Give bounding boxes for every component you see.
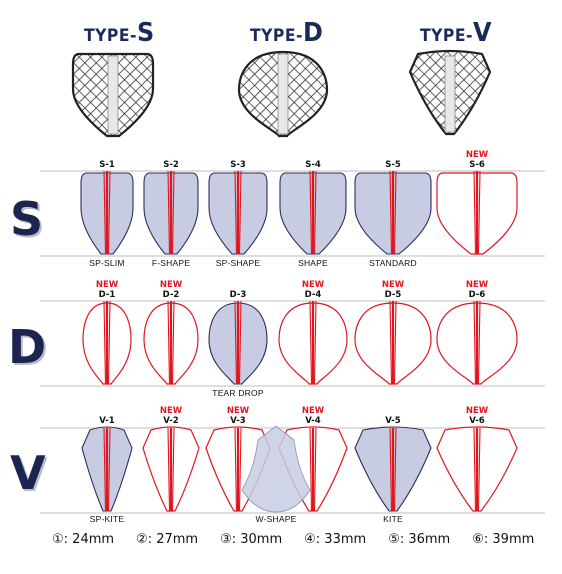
caption-s5: STANDARD	[369, 258, 417, 268]
legend-item: ②: 27mm	[136, 532, 199, 547]
code-v6: V-6	[469, 416, 485, 426]
shaft-line	[171, 427, 175, 512]
new-badge-d2: NEW	[159, 280, 183, 290]
code-d1: D-1	[98, 290, 116, 300]
shaft-line	[473, 427, 477, 512]
shaft-line	[167, 427, 171, 512]
new-badge-v3: NEW	[226, 406, 250, 416]
caption-v1: SP-KITE	[89, 514, 125, 524]
shaft-line	[389, 300, 393, 385]
shaft-line	[107, 427, 111, 512]
row-label-d: D	[8, 320, 47, 374]
shaft-line	[171, 170, 175, 255]
code-s4: S-4	[305, 160, 321, 170]
type-s-label: TYPE-S	[84, 18, 155, 48]
new-badge-d1: NEW	[95, 280, 119, 290]
type-v-label: TYPE-V	[420, 18, 492, 48]
code-d6: D-6	[468, 290, 486, 300]
code-s2: S-2	[163, 160, 179, 170]
legend-item: ④: 33mm	[304, 532, 367, 547]
code-s6: S-6	[469, 160, 485, 170]
type-d-label: TYPE-D	[250, 18, 324, 48]
new-badge-s6: NEW	[465, 150, 489, 160]
legend-item: ③: 30mm	[220, 532, 283, 547]
size-legend: ①: 24mm ②: 27mm ③: 30mm ④: 33mm ⑤: 36mm …	[52, 532, 552, 547]
shaft-line	[313, 300, 317, 385]
shaft-line	[473, 300, 477, 385]
shaft-line	[234, 427, 238, 512]
code-s5: S-5	[385, 160, 401, 170]
code-v1: V-1	[99, 416, 115, 426]
caption-v3: W-SHAPE	[255, 514, 297, 524]
type-v-flight-shaft	[444, 55, 456, 133]
new-badge-v6: NEW	[465, 406, 489, 416]
shaft-line	[103, 300, 107, 385]
row-label-s: S	[10, 192, 44, 246]
legend-item: ⑤: 36mm	[388, 532, 451, 547]
new-badge-d6: NEW	[465, 280, 489, 290]
code-d5: D-5	[384, 290, 402, 300]
shaft-line	[234, 170, 238, 255]
code-d2: D-2	[162, 290, 180, 300]
shaft-line	[393, 300, 397, 385]
caption-s1: SP-SLIM	[89, 258, 125, 268]
code-v3: V-3	[230, 416, 246, 426]
shaft-line	[167, 170, 171, 255]
shaft-line	[238, 170, 242, 255]
shaft-line	[389, 427, 393, 512]
new-badge-v4: NEW	[301, 406, 325, 416]
shaft-line	[234, 300, 238, 385]
shaft-line	[477, 300, 481, 385]
shaft-line	[107, 170, 111, 255]
shaft-line	[238, 427, 242, 512]
shaft-line	[473, 170, 477, 255]
code-s3: S-3	[230, 160, 246, 170]
shaft-line	[167, 300, 171, 385]
code-v4: V-4	[305, 416, 321, 426]
row-label-v: V	[10, 446, 46, 500]
caption-s3: SP-SHAPE	[215, 258, 261, 268]
shaft-line	[309, 427, 313, 512]
shaft-line	[309, 300, 313, 385]
shaft-line	[477, 427, 481, 512]
caption-v5: KITE	[383, 514, 403, 524]
new-badge-d5: NEW	[381, 280, 405, 290]
code-s1: S-1	[99, 160, 115, 170]
new-badge-v2: NEW	[159, 406, 183, 416]
code-v2: V-2	[163, 416, 179, 426]
caption-s2: F-SHAPE	[151, 258, 191, 268]
shaft-line	[103, 170, 107, 255]
caption-d3: TEAR DROP	[212, 388, 264, 398]
legend-item: ①: 24mm	[52, 532, 115, 547]
new-badge-d4: NEW	[301, 280, 325, 290]
shaft-line	[309, 170, 313, 255]
code-d4: D-4	[304, 290, 322, 300]
shaft-line	[313, 170, 317, 255]
shaft-line	[477, 170, 481, 255]
shaft-line	[107, 300, 111, 385]
legend-item: ⑥: 39mm	[472, 532, 535, 547]
type-s-flight-shaft	[107, 55, 119, 135]
shaft-line	[393, 170, 397, 255]
type-d-flight-shaft	[277, 53, 289, 135]
shaft-line	[313, 427, 317, 512]
shaft-line	[171, 300, 175, 385]
code-v5: V-5	[385, 416, 401, 426]
shaft-line	[393, 427, 397, 512]
shaft-line	[238, 300, 242, 385]
shaft-line	[389, 170, 393, 255]
flight-w-shape	[241, 425, 311, 513]
shaft-line	[103, 427, 107, 512]
caption-s4: SHAPE	[298, 258, 328, 268]
code-d3: D-3	[229, 290, 247, 300]
